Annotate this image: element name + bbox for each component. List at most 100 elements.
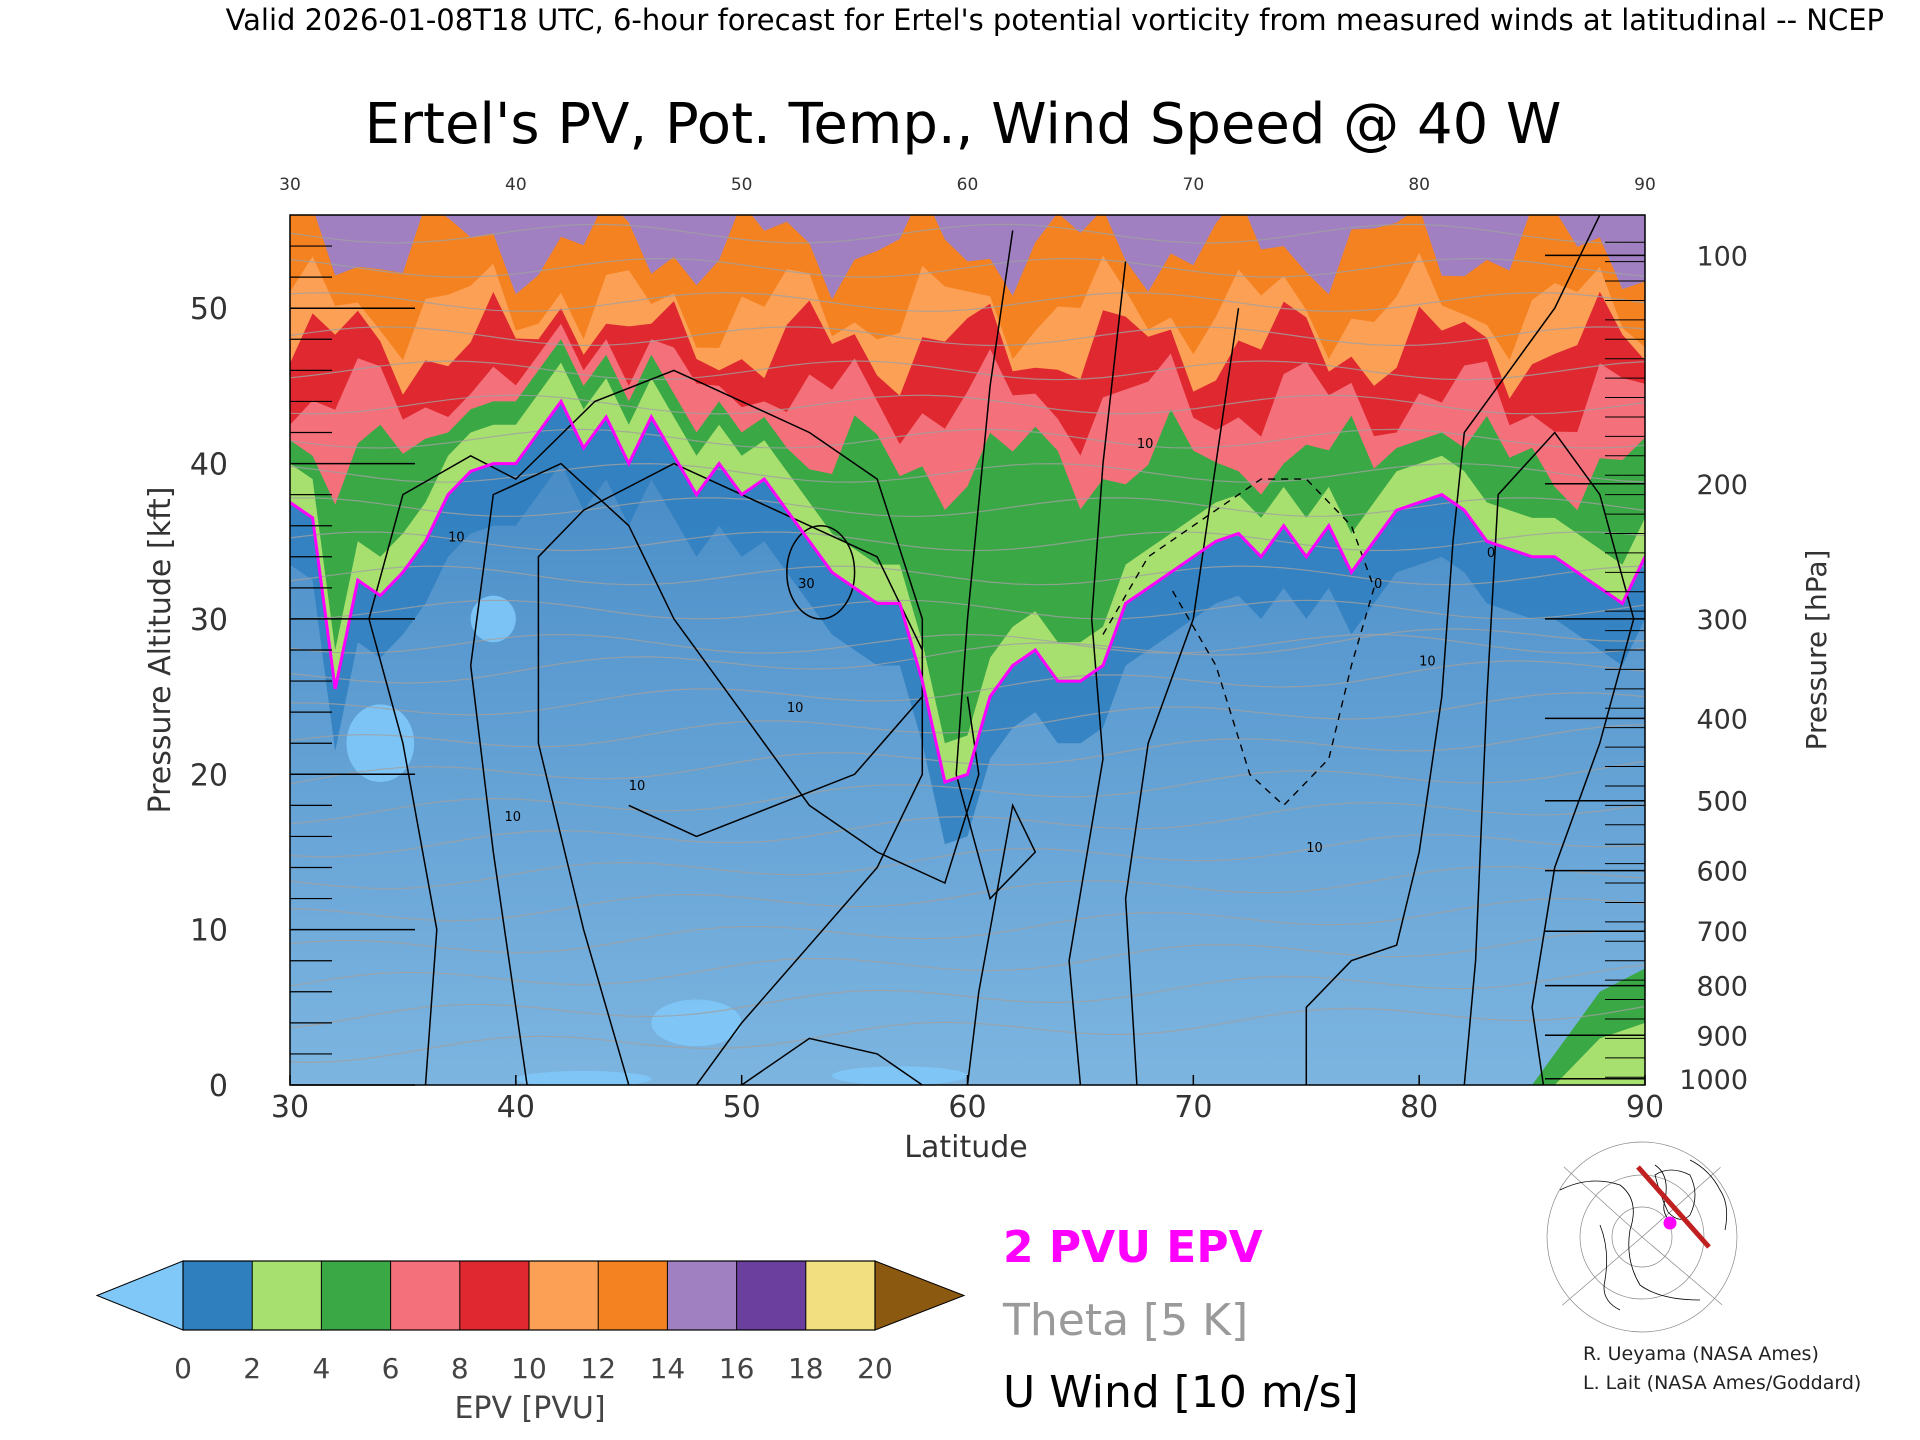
cross-section-track (1636, 1165, 1711, 1249)
top-tick-label: 30 (279, 175, 301, 195)
y-ticks-left: 0 10 20 30 40 50 (190, 245, 415, 1104)
u-wind-contour-label: 10 (629, 779, 646, 794)
colorbar-segment (805, 1261, 876, 1330)
u-wind-contour (368, 369, 924, 1085)
colorbar-tick-label: 2 (243, 1352, 261, 1385)
band-below-0-patch (832, 1066, 968, 1085)
colorbar-label: EPV [PVU] (454, 1391, 605, 1426)
colorbar-tick-label: 12 (580, 1352, 616, 1385)
credit-line-2: L. Lait (NASA Ames/Goddard) (1583, 1372, 1861, 1394)
x-tick-label: 80 (1400, 1090, 1438, 1125)
colorbar-tick-label: 10 (511, 1352, 547, 1385)
location-marker (1663, 1216, 1677, 1230)
top-tick-label: 90 (1634, 175, 1656, 195)
colorbar-arrow-high (874, 1260, 966, 1331)
tropopause-2pvu-line (290, 398, 1645, 785)
colorbar-tick-label: 6 (382, 1352, 400, 1385)
colorbar-segment (459, 1261, 530, 1330)
inset-map (1544, 1141, 1741, 1333)
y-tick-label: 0 (209, 1069, 228, 1104)
top-tick-label: 40 (505, 175, 527, 195)
band-below-0-patch (651, 999, 742, 1047)
colorbar-segment (321, 1261, 392, 1330)
theta-contour (290, 531, 1645, 552)
theta-contour (290, 929, 1645, 987)
greenland-outline (1654, 1169, 1696, 1220)
theta-contour (290, 633, 1645, 654)
theta-contour (290, 360, 1645, 381)
u-wind-contour-negative (1102, 478, 1375, 807)
theta-contours (290, 223, 1645, 1064)
x-ticks: 30 40 50 60 70 80 90 (271, 1075, 1664, 1125)
pressure-tick-label: 100 (1696, 241, 1748, 272)
colorbar-segment (183, 1261, 253, 1330)
x-tick-label: 60 (948, 1090, 986, 1125)
y-tick-label: 20 (190, 758, 228, 793)
colorbar-tick-label: 20 (857, 1352, 893, 1385)
colorbar-tick-label: 4 (312, 1352, 330, 1385)
legend-u-wind: U Wind [10 m/s] (1003, 1367, 1359, 1418)
pressure-tick-label: 1000 (1679, 1065, 1748, 1096)
pressure-tick-label: 400 (1696, 704, 1748, 735)
theta-contour (290, 628, 1645, 684)
theta-contour (290, 292, 1645, 312)
u-wind-contour (1124, 308, 1240, 1085)
colorbar-tick-label: 8 (451, 1352, 469, 1385)
u-wind-contours: 10 30 10 10 10 10 10 10 0 0 (368, 215, 1635, 1085)
theta-contour (290, 428, 1645, 449)
u-wind-contour (469, 462, 980, 1085)
pressure-tick-label: 700 (1696, 917, 1748, 948)
u-wind-contour (1463, 431, 1635, 1085)
theta-contour (290, 1005, 1645, 1064)
u-wind-contour-label: 10 (787, 701, 804, 716)
pressure-tick-label: 800 (1696, 972, 1748, 1003)
y-tick-label: 40 (190, 448, 228, 483)
top-tick-label: 80 (1408, 175, 1430, 195)
top-ticks: 30 40 50 60 70 80 90 (279, 175, 1656, 195)
top-tick-label: 60 (957, 175, 979, 195)
u-wind-contour (1305, 215, 1601, 1085)
colorbar-segment (736, 1261, 807, 1330)
u-wind-contour-label: 10 (1137, 437, 1154, 452)
theta-contour (290, 565, 1645, 586)
x-tick-label: 90 (1626, 1090, 1664, 1125)
colorbar-segment (529, 1261, 599, 1330)
colorbar-tick-label: 0 (174, 1352, 192, 1385)
colorbar-segment (667, 1261, 738, 1330)
y-ticks-right: 100 200 300 400 500 600 700 800 900 1000 (1545, 241, 1748, 1096)
y-tick-label: 30 (190, 603, 228, 638)
legend-2pvu: 2 PVU EPV (1003, 1222, 1263, 1273)
theta-contour (290, 834, 1645, 890)
u-wind-contour-label: 10 (1419, 655, 1436, 670)
u-wind-contour-label: 30 (798, 577, 815, 592)
y-tick-label: 50 (190, 292, 228, 327)
band-below-0-patch (346, 704, 415, 783)
theta-contour (290, 223, 1645, 244)
band-below-0-patch (470, 595, 516, 643)
u-wind-contour-label: 10 (505, 810, 522, 825)
north-america-outline (1559, 1159, 1728, 1311)
x-tick-label: 50 (723, 1090, 761, 1125)
colorbar-segment (390, 1261, 461, 1330)
theta-contour (290, 866, 1645, 922)
theta-contour (290, 724, 1645, 785)
pressure-tick-label: 900 (1696, 1021, 1748, 1052)
legend-theta: Theta [5 K] (1002, 1295, 1248, 1346)
pressure-tick-label: 500 (1696, 787, 1748, 818)
theta-contour (290, 692, 1645, 748)
u-wind-contour-label: 10 (1306, 841, 1323, 856)
theta-contour (290, 599, 1645, 620)
theta-contour (290, 497, 1645, 517)
colorbar: 0 2 4 6 8 10 12 14 16 18 20 (95, 1260, 966, 1385)
colorbar-segment (598, 1261, 668, 1330)
top-tick-label: 70 (1183, 175, 1205, 195)
u-wind-jet-core (786, 524, 856, 620)
u-wind-contour-label: 0 (1487, 546, 1495, 561)
u-wind-contour-label: 0 (1374, 577, 1382, 592)
u-wind-contour (1068, 261, 1127, 1085)
chart-title: Ertel's PV, Pot. Temp., Wind Speed @ 40 … (365, 92, 1562, 157)
y-tick-label: 10 (190, 914, 228, 949)
theta-contour (290, 326, 1645, 347)
